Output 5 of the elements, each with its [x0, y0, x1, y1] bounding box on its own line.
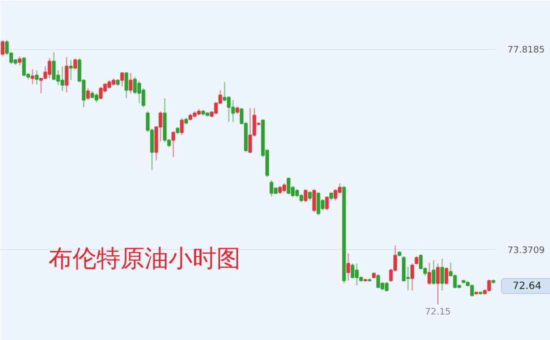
annotation: 72.15	[425, 307, 451, 318]
text: 布伦特原油小时图	[48, 244, 240, 272]
y-tick-label: 73.3709	[508, 246, 545, 256]
text: 72.64	[512, 280, 542, 294]
y-tick-label: 77.8185	[508, 46, 545, 56]
